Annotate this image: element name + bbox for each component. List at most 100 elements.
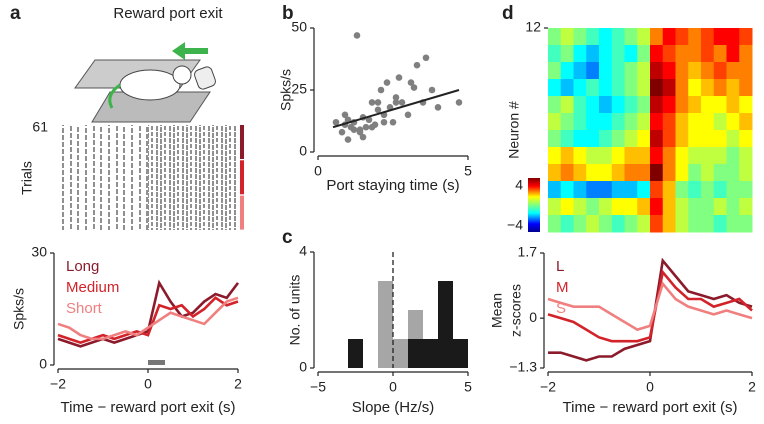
heatmap-cell — [586, 45, 600, 63]
heatmap-cell — [611, 164, 625, 182]
heatmap-cell — [726, 147, 740, 165]
heatmap-cell — [624, 28, 638, 46]
histogram-bar — [408, 310, 423, 339]
heatmap-cell — [713, 45, 727, 63]
histogram-bar — [438, 281, 453, 368]
heatmap-cell — [586, 79, 600, 97]
heatmap-cell — [548, 28, 562, 46]
scatter-point — [374, 106, 382, 114]
histogram-bar — [393, 339, 408, 368]
y-axis-label: z-scores — [508, 284, 524, 337]
heatmap-cell — [701, 62, 715, 80]
heatmap-cell — [586, 130, 600, 148]
heatmap-cell — [611, 79, 625, 97]
heatmap-cell — [599, 147, 613, 165]
heatmap-cell — [688, 113, 702, 131]
scatter-point — [368, 99, 376, 106]
x-tick-label: −5 — [310, 379, 326, 395]
heatmap-cell — [599, 79, 613, 97]
heatmap-cell — [599, 62, 613, 80]
y-tick-label: 4 — [299, 243, 307, 259]
scatter-point — [398, 99, 406, 106]
heatmap-cell — [650, 79, 664, 97]
heatmap-cell — [637, 164, 651, 182]
heatmap-cell — [650, 96, 664, 114]
raster-tick-label: 61 — [32, 119, 48, 135]
heatmap-cell — [611, 62, 625, 80]
scatter-point — [359, 133, 367, 141]
y-axis-label: Spks/s — [278, 69, 294, 111]
heatmap-cell — [586, 62, 600, 80]
heatmap-cell — [560, 113, 574, 131]
y-tick-label: 0 — [299, 143, 307, 159]
heatmap-cell — [560, 62, 574, 80]
heatmap-cell — [701, 130, 715, 148]
scatter-point — [395, 74, 403, 81]
heatmap-cell — [599, 164, 613, 182]
heatmap-cell — [662, 181, 676, 199]
heatmap-cell — [624, 181, 638, 199]
heatmap-cell — [586, 96, 600, 114]
x-tick-label: 5 — [464, 379, 472, 395]
fit-line — [332, 89, 460, 129]
heatmap-cell — [650, 181, 664, 199]
heatmap-cell — [599, 113, 613, 131]
colorbar — [528, 178, 540, 232]
y-tick-label: 1.7 — [518, 244, 538, 260]
y-tick-label: 12 — [525, 19, 541, 35]
raster-group-bar — [240, 160, 244, 195]
heatmap-cell — [675, 164, 689, 182]
heatmap-cell — [662, 164, 676, 182]
heatmap-cell — [637, 62, 651, 80]
heatmap-cell — [586, 28, 600, 46]
scatter-point — [410, 84, 418, 91]
heatmap-cell — [624, 62, 638, 80]
heatmap-cell — [739, 96, 753, 114]
heatmap-cell — [573, 147, 587, 165]
heatmap-cell — [611, 96, 625, 114]
scatter-point — [407, 79, 415, 86]
y-tick-label: 0 — [299, 359, 307, 375]
scatter-point — [332, 118, 340, 126]
heatmap-cell — [688, 45, 702, 63]
series-line — [57, 296, 239, 344]
x-axis-label: Time − reward port exit (s) — [61, 399, 236, 416]
heatmap-cell — [739, 45, 753, 63]
x-tick-label: 0 — [314, 163, 322, 179]
y-axis-label: Spks/s — [11, 288, 27, 330]
heatmap-cell — [624, 164, 638, 182]
heatmap-cell — [573, 28, 587, 46]
heatmap-cell — [560, 28, 574, 46]
heatmap-cell — [675, 181, 689, 199]
heatmap-cell — [650, 164, 664, 182]
heatmap-cell — [573, 130, 587, 148]
raster-y-label: Trials — [19, 161, 35, 195]
heatmap-cell — [726, 62, 740, 80]
heatmap-cell — [548, 130, 562, 148]
heatmap-cell — [675, 62, 689, 80]
heatmap-cell — [624, 113, 638, 131]
heatmap-cell — [739, 181, 753, 199]
heatmap-cell — [662, 28, 676, 46]
heatmap-cell — [662, 130, 676, 148]
scatter-point — [365, 116, 373, 124]
heatmap-cell — [548, 164, 562, 182]
heatmap-cell — [701, 45, 715, 63]
heatmap-cell — [675, 130, 689, 148]
heatmap-cell — [726, 28, 740, 46]
heatmap-cell — [573, 96, 587, 114]
heatmap-cell — [573, 62, 587, 80]
scatter-point — [362, 123, 370, 131]
x-tick-label: 2 — [748, 379, 756, 395]
heatmap-cell — [726, 215, 740, 233]
heatmap-cell — [611, 147, 625, 165]
heatmap-cell — [713, 79, 727, 97]
heatmap-cell — [611, 181, 625, 199]
heatmap-cell — [701, 181, 715, 199]
heatmap-cell — [713, 215, 727, 233]
heatmap-cell — [739, 164, 753, 182]
x-tick-label: −2 — [540, 379, 556, 395]
heatmap-cell — [624, 198, 638, 216]
x-tick-label: 0 — [389, 379, 397, 395]
heatmap-cell — [726, 79, 740, 97]
